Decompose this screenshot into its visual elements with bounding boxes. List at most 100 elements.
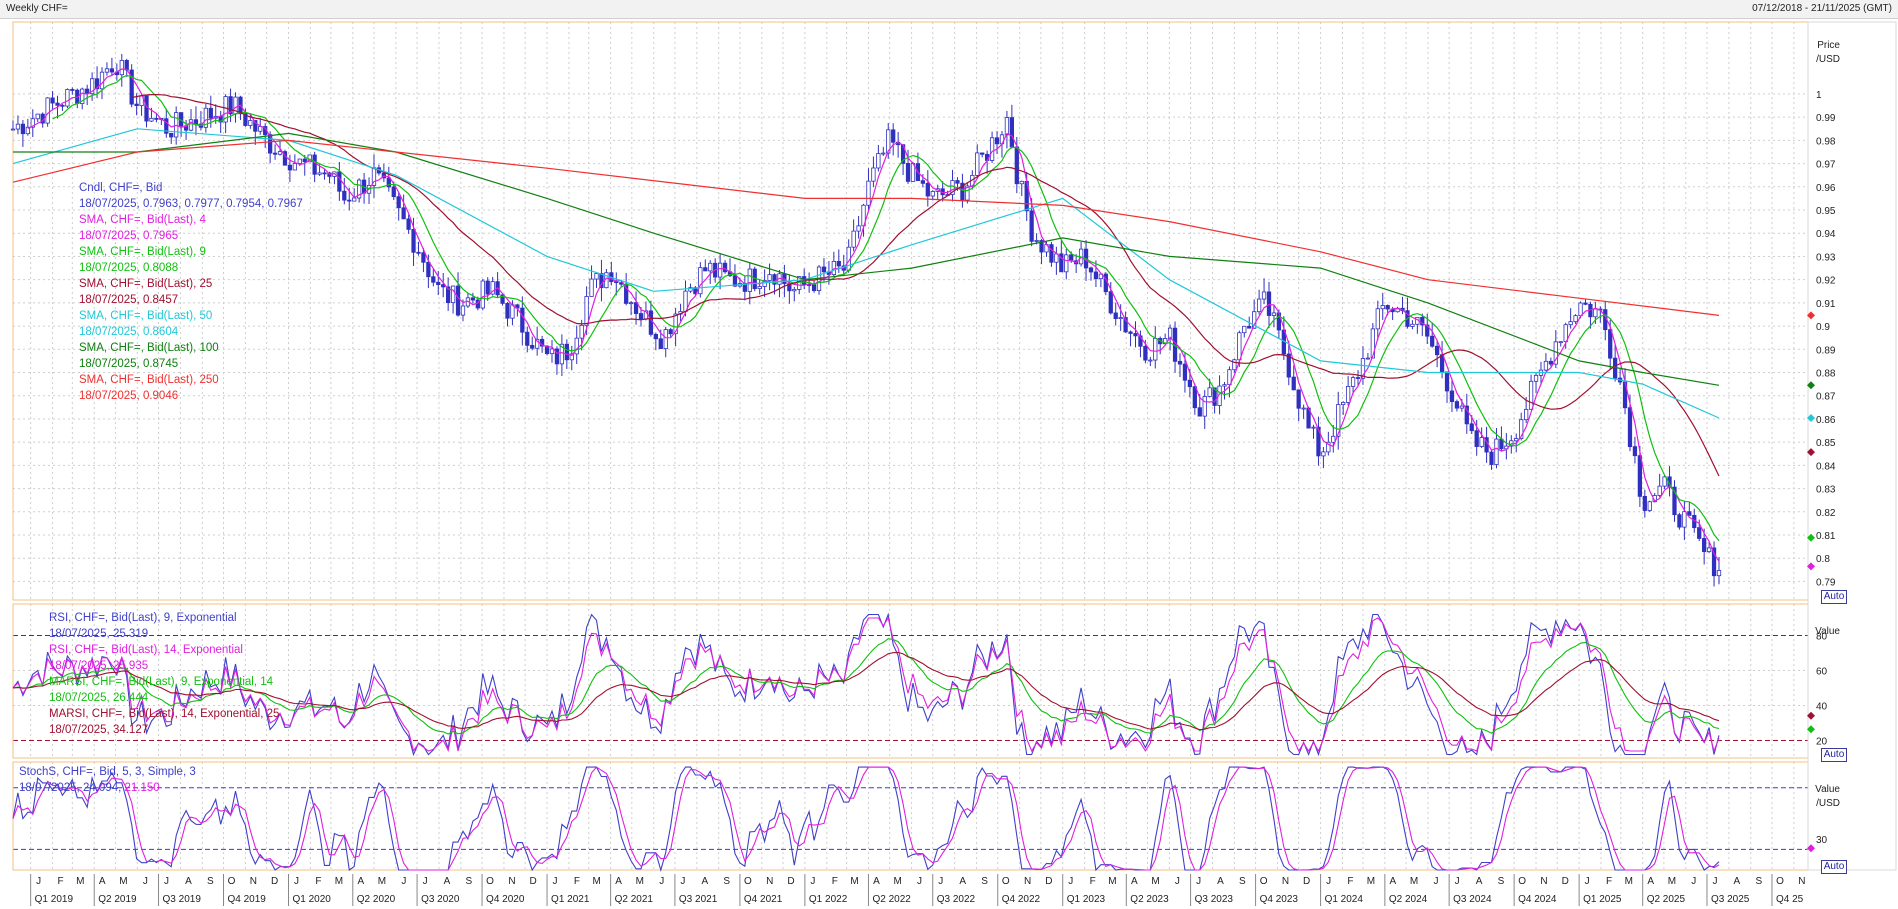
candle bbox=[1301, 407, 1306, 410]
candle bbox=[1425, 324, 1430, 337]
candle bbox=[1489, 451, 1494, 465]
candle bbox=[965, 185, 970, 201]
rsi-legend-3: 18/07/2025, 25.935 bbox=[49, 660, 148, 672]
month-label: M bbox=[893, 876, 901, 887]
candle bbox=[747, 268, 752, 292]
candle bbox=[1227, 369, 1232, 386]
month-label: M bbox=[1151, 876, 1159, 887]
candle bbox=[1627, 407, 1633, 448]
month-label: N bbox=[250, 876, 257, 887]
rsi-legend-1: 18/07/2025, 25.319 bbox=[49, 628, 148, 640]
candle bbox=[975, 152, 980, 176]
quarter-label: Q4 2023 bbox=[1260, 894, 1299, 905]
month-label: F bbox=[1090, 876, 1096, 887]
candle bbox=[60, 104, 65, 107]
candle bbox=[594, 273, 599, 280]
price-tick: 1 bbox=[1816, 90, 1822, 101]
price-tick: 0.96 bbox=[1816, 183, 1836, 194]
price-legend-10: SMA, CHF=, Bid(Last), 100 bbox=[79, 342, 219, 354]
rsi-plot[interactable] bbox=[12, 612, 1815, 757]
candle bbox=[248, 120, 253, 126]
candle bbox=[352, 197, 357, 202]
quarter-label: Q4 2022 bbox=[1002, 894, 1041, 905]
quarter-label: Q3 2024 bbox=[1453, 894, 1492, 905]
candle bbox=[134, 103, 139, 107]
price-plot[interactable] bbox=[10, 53, 1815, 587]
month-label: J bbox=[1585, 876, 1590, 887]
price-tick: 0.83 bbox=[1816, 485, 1836, 496]
candle bbox=[1009, 117, 1015, 148]
candle bbox=[1355, 377, 1361, 379]
quarter-label: Q1 2021 bbox=[551, 894, 590, 905]
candle bbox=[1326, 441, 1331, 453]
candle bbox=[653, 333, 658, 340]
month-label: J bbox=[423, 876, 428, 887]
candle bbox=[905, 162, 911, 182]
candle bbox=[1212, 387, 1217, 406]
candle bbox=[722, 262, 728, 273]
month-label: J bbox=[917, 876, 922, 887]
month-label: N bbox=[1540, 876, 1547, 887]
candle bbox=[994, 137, 1000, 145]
quarter-label: Q4 2020 bbox=[486, 894, 525, 905]
price-legend-11: 18/07/2025, 0.8745 bbox=[79, 358, 178, 370]
candle bbox=[65, 89, 70, 107]
price-auto-button[interactable]: Auto bbox=[1821, 590, 1847, 604]
candle bbox=[960, 182, 965, 201]
price-tick: 0.84 bbox=[1816, 461, 1836, 472]
candle bbox=[1118, 317, 1123, 320]
candle bbox=[287, 164, 293, 171]
candle bbox=[1360, 358, 1366, 379]
price-marker bbox=[1807, 381, 1815, 390]
candle bbox=[416, 251, 421, 254]
price-axis-title: Price bbox=[1817, 40, 1840, 51]
candle bbox=[1642, 495, 1647, 511]
candle bbox=[886, 129, 891, 154]
month-label: D bbox=[1562, 876, 1569, 887]
rsi-legend-2: RSI, CHF=, Bid(Last), 14, Exponential bbox=[49, 644, 243, 656]
month-label: J bbox=[1196, 876, 1201, 887]
month-label: A bbox=[1476, 876, 1483, 887]
price-tick: 0.79 bbox=[1816, 577, 1836, 588]
price-tick: 0.93 bbox=[1816, 252, 1836, 263]
month-label: M bbox=[76, 876, 84, 887]
sma-9-line bbox=[52, 74, 1720, 542]
candle bbox=[564, 343, 569, 361]
panel-frame-3 bbox=[12, 761, 1809, 871]
candle bbox=[1494, 438, 1499, 465]
month-label: A bbox=[1647, 876, 1654, 887]
month-label: O bbox=[1776, 876, 1784, 887]
candle bbox=[1657, 485, 1662, 496]
month-label: N bbox=[508, 876, 515, 887]
month-label: M bbox=[1625, 876, 1633, 887]
candle bbox=[1662, 476, 1667, 487]
chart-title: Weekly CHF= bbox=[6, 3, 68, 14]
candle bbox=[806, 284, 812, 286]
stoch-legend-2: 21.150 bbox=[125, 782, 160, 794]
legends: Cndl, CHF=, Bid 18/07/2025, 0.7963, 0.797… bbox=[19, 182, 303, 794]
rsi-auto-button[interactable]: Auto bbox=[1821, 748, 1847, 762]
price-tick: 0.98 bbox=[1816, 136, 1836, 147]
candle bbox=[1093, 271, 1099, 280]
candle bbox=[811, 284, 817, 292]
month-label: F bbox=[315, 876, 321, 887]
stoch-plot[interactable] bbox=[12, 766, 1815, 872]
panel-frames bbox=[12, 21, 1897, 871]
sma-50-line bbox=[12, 128, 1720, 419]
candle bbox=[851, 230, 856, 248]
quarter-label: Q1 2019 bbox=[35, 894, 74, 905]
month-label: S bbox=[1755, 876, 1762, 887]
candle bbox=[1039, 240, 1044, 253]
candle bbox=[836, 260, 841, 267]
month-label: J bbox=[1326, 876, 1331, 887]
month-label: F bbox=[832, 876, 838, 887]
month-label: J bbox=[938, 876, 943, 887]
stoch-auto-button[interactable]: Auto bbox=[1821, 860, 1847, 874]
rsi-legend-4: MARSI, CHF=, Bid(Last), 9, Exponential, … bbox=[49, 676, 274, 688]
candle bbox=[920, 180, 925, 184]
candle bbox=[258, 126, 263, 132]
candle bbox=[1563, 324, 1568, 343]
month-label: A bbox=[701, 876, 708, 887]
